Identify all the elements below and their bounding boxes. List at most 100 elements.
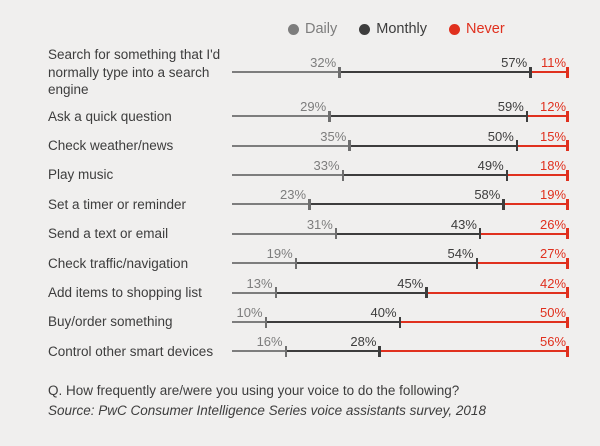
- value-daily: 31: [307, 217, 336, 232]
- tick-never: [566, 316, 569, 328]
- tick-daily: [334, 228, 338, 240]
- category-label: Search for something that I'd normally t…: [48, 47, 221, 97]
- segment-never: [399, 321, 567, 324]
- chart-row: Set a timer or reminder 23 58 19: [0, 187, 569, 219]
- tick-monthly: [525, 110, 529, 122]
- segment-daily: [232, 321, 266, 324]
- segment-monthly: [295, 262, 477, 265]
- segment-daily: [232, 203, 310, 206]
- tick-daily: [264, 316, 267, 328]
- legend-item-daily: Daily: [288, 21, 337, 37]
- segment-daily: [232, 291, 276, 294]
- tick-monthly: [515, 140, 519, 152]
- row-track: 19 54 27: [232, 246, 569, 278]
- segment-never: [426, 291, 567, 294]
- legend-item-monthly: Monthly: [359, 21, 427, 37]
- category-label: Add items to shopping list: [48, 285, 202, 300]
- category-label: Send a text or email: [48, 226, 169, 242]
- tick-monthly: [378, 345, 381, 357]
- row-track: 31 43 26: [232, 217, 569, 248]
- chart-row: Play music 33 49 18: [0, 158, 569, 189]
- tick-daily: [284, 345, 288, 357]
- tick-monthly: [505, 169, 509, 181]
- segment-daily: [232, 262, 296, 265]
- segment-monthly: [335, 232, 480, 235]
- value-daily: 29: [300, 99, 329, 114]
- row-track: 23 58 19: [232, 187, 569, 219]
- chart-row: Search for something that I'd normally t…: [0, 43, 569, 102]
- segment-daily: [232, 350, 286, 353]
- segment-monthly: [285, 350, 380, 353]
- value-daily: 23: [280, 187, 309, 202]
- legend-label-monthly: Monthly: [376, 21, 428, 37]
- value-daily: 33: [314, 158, 343, 173]
- value-monthly: 40: [370, 305, 399, 320]
- row-track: 35 50 15: [232, 129, 569, 160]
- row-track: 13 45 42: [232, 276, 569, 307]
- row-track: 33 49 18: [232, 158, 569, 189]
- tick-never: [566, 345, 569, 357]
- value-monthly: 58: [474, 187, 503, 202]
- value-never: 11: [541, 55, 567, 70]
- segment-daily: [232, 232, 336, 235]
- segment-never: [503, 203, 567, 206]
- tick-monthly: [475, 257, 479, 269]
- value-never: 42: [540, 276, 567, 291]
- chart-row: Check weather/news 35 50 15: [0, 129, 569, 160]
- category-label: Ask a quick question: [48, 108, 172, 124]
- chart-row: Buy/order something 10 40 50: [0, 305, 569, 336]
- value-daily: 35: [320, 129, 349, 144]
- value-never: 15: [540, 129, 567, 144]
- tick-daily: [274, 287, 278, 299]
- tick-daily: [341, 169, 345, 181]
- footer: Q. How frequently are/were you using you…: [0, 366, 600, 422]
- legend-swatch-daily: [288, 23, 299, 35]
- segment-monthly: [309, 203, 504, 206]
- legend-swatch-monthly: [359, 23, 371, 35]
- segment-daily: [232, 71, 340, 74]
- tick-never: [566, 66, 569, 78]
- value-daily: 16: [257, 334, 286, 349]
- category-label: Buy/order something: [48, 314, 173, 330]
- value-daily: 32: [310, 55, 339, 70]
- value-never: 27: [540, 246, 567, 261]
- tick-monthly: [478, 228, 482, 240]
- legend-swatch-never: [449, 23, 461, 35]
- segment-monthly: [349, 144, 517, 147]
- value-never: 12: [540, 99, 567, 114]
- row-track: 16 28 56: [232, 334, 569, 366]
- value-daily: 10: [236, 305, 265, 320]
- value-never: 56: [540, 334, 567, 349]
- segment-daily: [232, 144, 350, 147]
- segment-daily: [232, 174, 343, 177]
- segment-monthly: [329, 115, 527, 118]
- tick-monthly: [425, 287, 428, 299]
- value-never: 26: [540, 217, 567, 232]
- value-monthly: 57: [501, 55, 530, 70]
- value-never: 19: [540, 187, 567, 202]
- value-monthly: 49: [478, 158, 507, 173]
- tick-daily: [338, 66, 341, 78]
- value-daily: 19: [267, 246, 296, 261]
- tick-never: [566, 287, 569, 299]
- legend: Daily Monthly Never: [0, 0, 600, 43]
- value-monthly: 54: [448, 246, 477, 261]
- segment-never: [476, 262, 567, 265]
- segment-never: [379, 350, 567, 353]
- value-monthly: 59: [498, 99, 527, 114]
- segment-monthly: [265, 321, 400, 324]
- tick-never: [566, 169, 569, 181]
- category-label: Check traffic/navigation: [48, 255, 189, 271]
- tick-daily: [294, 257, 298, 269]
- value-never: 50: [540, 305, 567, 320]
- segment-never: [526, 115, 567, 118]
- legend-item-never: Never: [449, 21, 505, 37]
- row-track: 10 40 50: [232, 305, 569, 336]
- tick-monthly: [398, 316, 401, 328]
- row-track: 32 57 11: [232, 43, 569, 102]
- category-label: Check weather/news: [48, 138, 174, 154]
- row-track: 29 59 12: [232, 99, 569, 131]
- segment-never: [479, 232, 567, 235]
- tick-never: [566, 110, 569, 122]
